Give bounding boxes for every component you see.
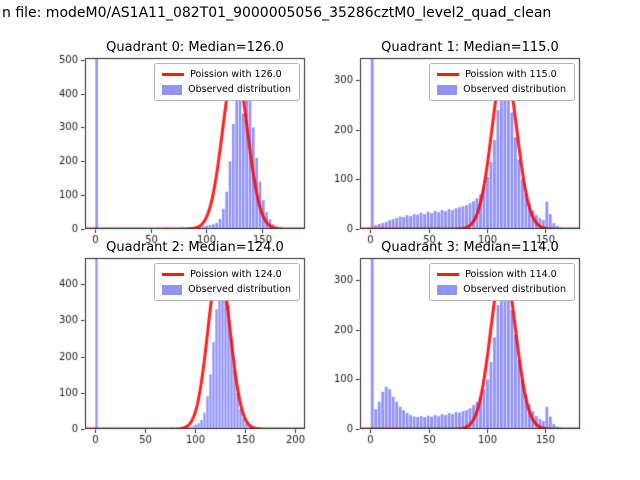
legend-item-observed: Observed distribution [162, 84, 291, 95]
legend-item-observed: Observed distribution [437, 84, 566, 95]
legend-label: Observed distribution [463, 284, 566, 295]
subplot-quadrant-1: Quadrant 1: Median=115.0 Poission with 1… [295, 40, 595, 255]
legend-label: Poission with 114.0 [465, 269, 557, 280]
legend-item-poisson: Poission with 115.0 [437, 69, 566, 80]
legend-item-observed: Observed distribution [162, 284, 291, 295]
legend-item-poisson: Poission with 124.0 [162, 269, 291, 280]
poisson-line-swatch-icon [162, 73, 185, 76]
observed-patch-swatch-icon [162, 284, 183, 295]
legend-box: Poission with 115.0 Observed distributio… [429, 63, 575, 101]
legend-label: Poission with 115.0 [465, 69, 557, 80]
legend-item-poisson: Poission with 114.0 [437, 269, 566, 280]
observed-patch-swatch-icon [437, 84, 458, 95]
legend-box: Poission with 124.0 Observed distributio… [154, 263, 300, 301]
legend-box: Poission with 114.0 Observed distributio… [429, 263, 575, 301]
subplot-quadrant-0: Quadrant 0: Median=126.0 Poission with 1… [20, 40, 320, 255]
legend-box: Poission with 126.0 Observed distributio… [154, 63, 300, 101]
legend-label: Poission with 124.0 [190, 269, 282, 280]
legend-item-poisson: Poission with 126.0 [162, 69, 291, 80]
legend-label: Poission with 126.0 [190, 69, 282, 80]
legend-label: Observed distribution [463, 84, 566, 95]
poisson-line-swatch-icon [437, 73, 460, 76]
legend-item-observed: Observed distribution [437, 284, 566, 295]
subplot-quadrant-2: Quadrant 2: Median=124.0 Poission with 1… [20, 240, 320, 455]
observed-patch-swatch-icon [437, 284, 458, 295]
figure-title: n file: modeM0/AS1A11_082T01_9000005056_… [2, 5, 552, 21]
poisson-line-swatch-icon [162, 273, 185, 276]
subplot-quadrant-3: Quadrant 3: Median=114.0 Poission with 1… [295, 240, 595, 455]
legend-label: Observed distribution [188, 284, 291, 295]
observed-patch-swatch-icon [162, 84, 183, 95]
poisson-line-swatch-icon [437, 273, 460, 276]
legend-label: Observed distribution [188, 84, 291, 95]
